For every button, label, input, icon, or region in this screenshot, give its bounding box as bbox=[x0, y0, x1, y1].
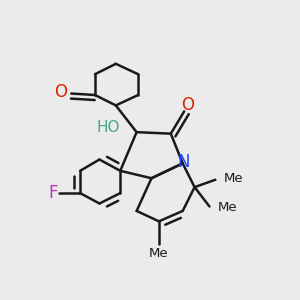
Text: HO: HO bbox=[97, 120, 120, 135]
Text: Me: Me bbox=[149, 247, 169, 260]
Text: N: N bbox=[177, 153, 190, 171]
Text: Me: Me bbox=[224, 172, 243, 185]
Text: O: O bbox=[54, 83, 67, 101]
Text: Me: Me bbox=[218, 201, 237, 214]
Text: O: O bbox=[181, 96, 194, 114]
Text: F: F bbox=[48, 184, 58, 202]
